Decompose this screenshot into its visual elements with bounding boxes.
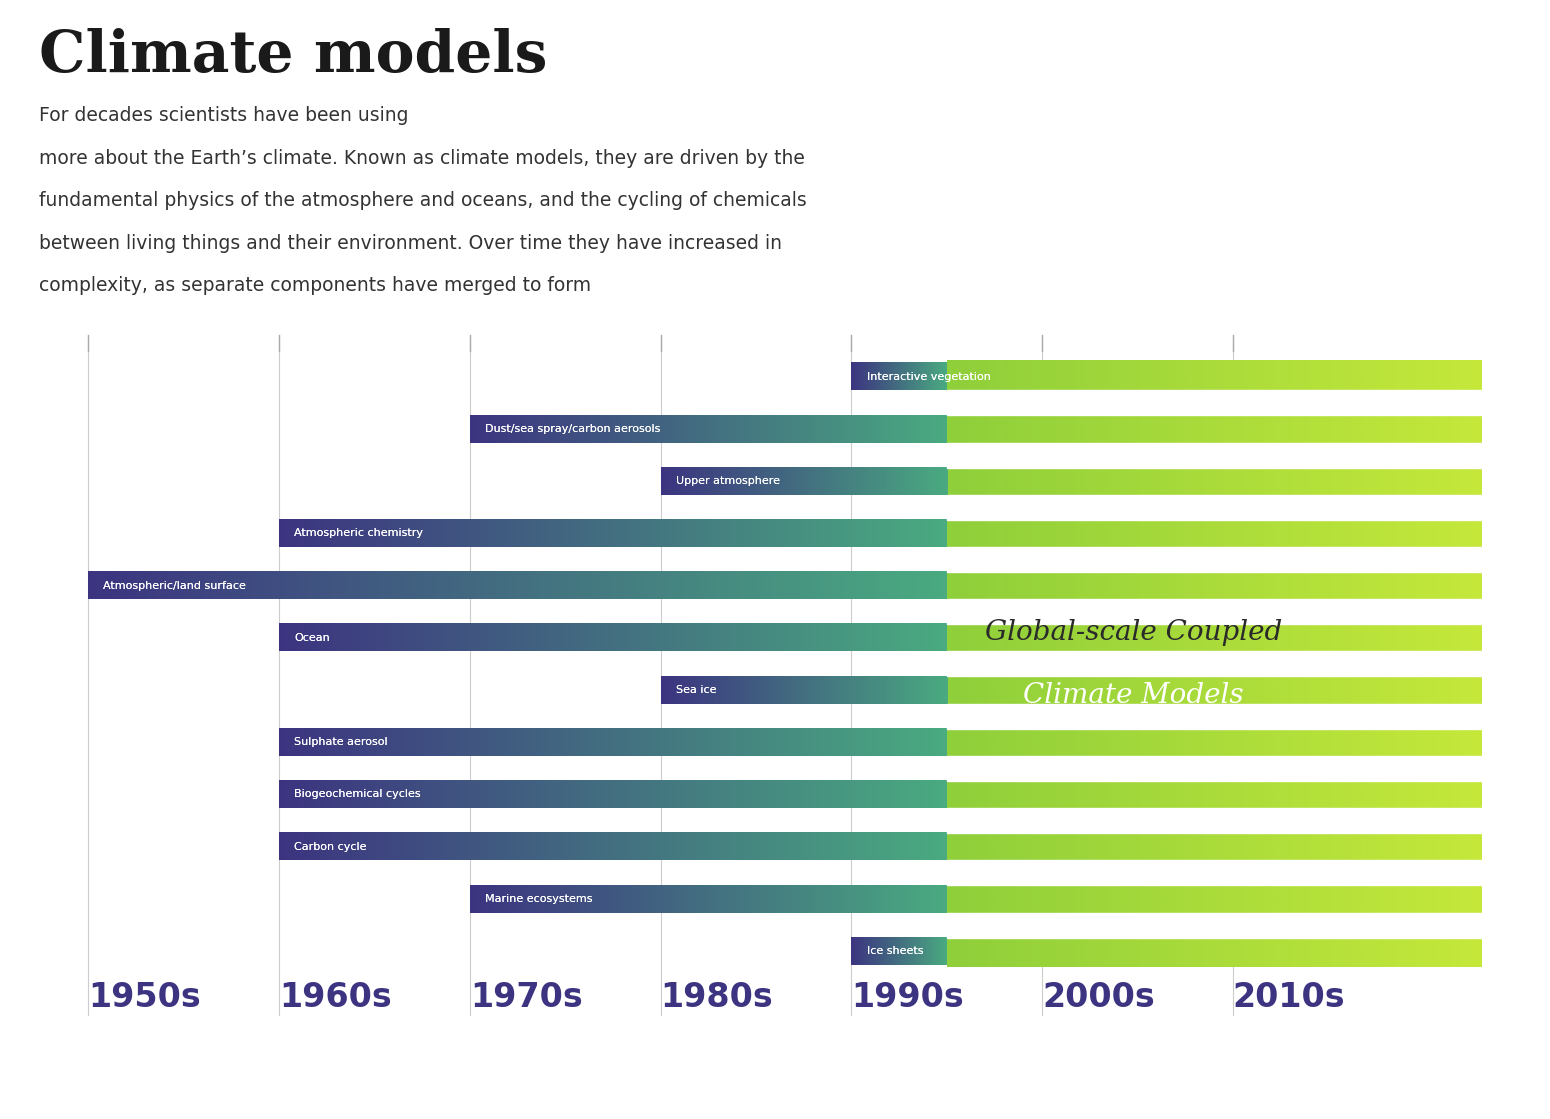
Text: complexity, as separate components have merged to form: complexity, as separate components have … — [39, 276, 597, 295]
Text: 2000s: 2000s — [1042, 981, 1155, 1014]
Text: 1980s: 1980s — [660, 981, 773, 1014]
Text: Sea ice: Sea ice — [676, 685, 716, 695]
Text: 2010s: 2010s — [1232, 981, 1345, 1014]
Text: more about the Earth’s climate. Known as climate models, they are driven by the: more about the Earth’s climate. Known as… — [39, 149, 804, 168]
Text: Climate models: Climate models — [39, 28, 547, 84]
Text: Carbon cycle: Carbon cycle — [294, 841, 367, 852]
Text: Biogeochemical cycles: Biogeochemical cycles — [294, 790, 422, 799]
Text: Interactive vegetation: Interactive vegetation — [866, 372, 990, 382]
Text: 1970s: 1970s — [470, 981, 583, 1014]
Text: Biogeochemical cycles: Biogeochemical cycles — [294, 790, 422, 799]
Text: For decades scientists have been using: For decades scientists have been using — [39, 106, 414, 125]
Text: Dust/sea spray/carbon aerosols: Dust/sea spray/carbon aerosols — [485, 424, 660, 434]
Text: Atmospheric chemistry: Atmospheric chemistry — [294, 528, 423, 538]
Text: Global-scale Coupled: Global-scale Coupled — [984, 619, 1282, 646]
Text: Upper atmosphere: Upper atmosphere — [676, 477, 780, 486]
Text: Ice sheets: Ice sheets — [866, 947, 924, 956]
Text: Sulphate aerosol: Sulphate aerosol — [294, 737, 388, 747]
Text: Interactive vegetation: Interactive vegetation — [866, 372, 990, 382]
Text: Marine ecosystems: Marine ecosystems — [485, 894, 592, 904]
Text: Upper atmosphere: Upper atmosphere — [676, 477, 780, 486]
Text: Sulphate aerosol: Sulphate aerosol — [294, 737, 388, 747]
Text: between living things and their environment. Over time they have increased in: between living things and their environm… — [39, 234, 781, 253]
Text: fundamental physics of the atmosphere and oceans, and the cycling of chemicals: fundamental physics of the atmosphere an… — [39, 191, 806, 210]
Text: 1990s: 1990s — [851, 981, 964, 1014]
Text: Ice sheets: Ice sheets — [866, 947, 924, 956]
Text: Ocean: Ocean — [294, 633, 330, 642]
Text: Ocean: Ocean — [294, 633, 330, 642]
Text: Atmospheric/land surface: Atmospheric/land surface — [104, 581, 246, 591]
Text: 1960s: 1960s — [279, 981, 392, 1014]
Text: Sea ice: Sea ice — [676, 685, 716, 695]
Text: Dust/sea spray/carbon aerosols: Dust/sea spray/carbon aerosols — [485, 424, 660, 434]
Text: Atmospheric chemistry: Atmospheric chemistry — [294, 528, 423, 538]
Text: 1950s: 1950s — [88, 981, 202, 1014]
Text: Carbon cycle: Carbon cycle — [294, 841, 367, 852]
Text: Atmospheric/land surface: Atmospheric/land surface — [104, 581, 246, 591]
Text: Marine ecosystems: Marine ecosystems — [485, 894, 592, 904]
Text: Climate Models: Climate Models — [1023, 681, 1245, 708]
